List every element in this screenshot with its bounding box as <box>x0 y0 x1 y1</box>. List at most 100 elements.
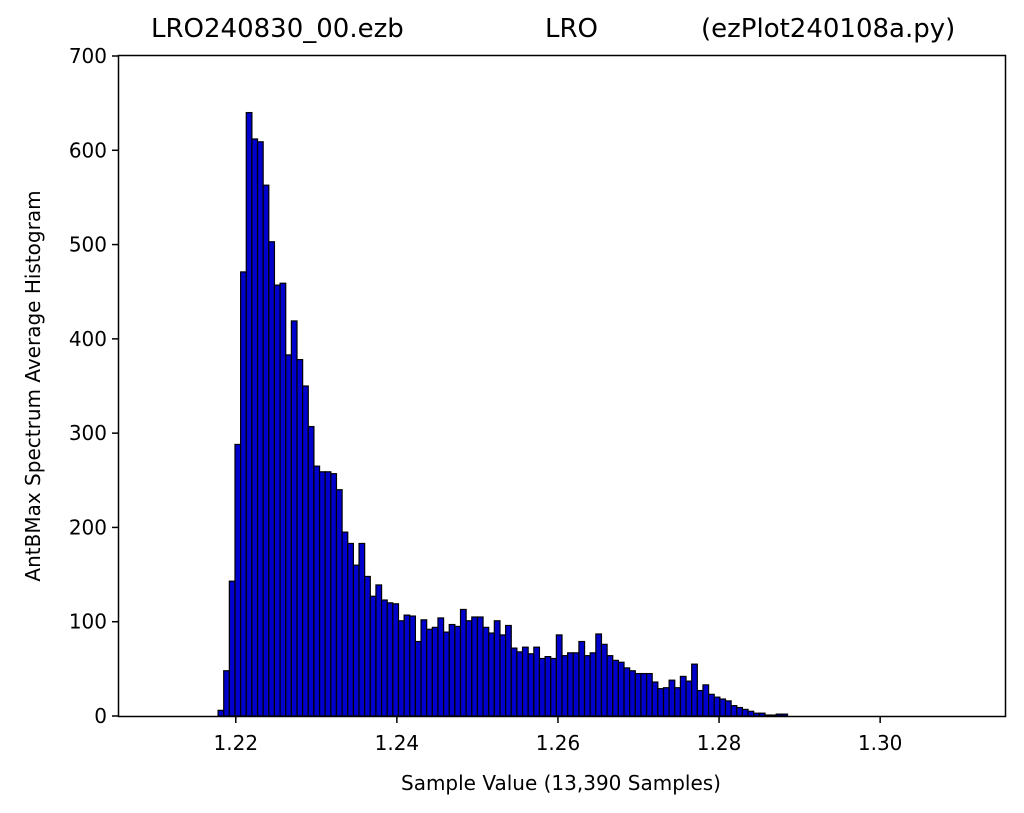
histogram-bar <box>240 271 247 717</box>
y-tick-label: 200 <box>69 515 107 539</box>
histogram-bar <box>341 531 349 717</box>
histogram-bar <box>713 696 721 717</box>
histogram-bar <box>313 465 321 717</box>
histogram-bar <box>736 706 744 717</box>
histogram-bar <box>459 608 467 717</box>
histogram-bar <box>567 652 574 717</box>
histogram-bar <box>245 111 253 717</box>
histogram-bar <box>369 595 377 717</box>
histogram-bar <box>403 614 411 717</box>
x-tick-label: 1.24 <box>375 731 420 755</box>
histogram-bar <box>330 473 338 717</box>
histogram-bar <box>674 687 682 717</box>
histogram-bar <box>465 620 473 717</box>
histogram-bar <box>493 620 501 717</box>
histogram-bar <box>386 602 394 717</box>
histogram-bar <box>600 643 608 717</box>
x-axis-ticks: 1.22 1.24 1.26 1.28 1.30 <box>214 716 903 755</box>
histogram-bar <box>420 619 428 717</box>
histogram-bar <box>741 708 749 717</box>
histogram-bar <box>527 653 535 717</box>
histogram-bar <box>251 138 259 717</box>
histogram-bar <box>696 689 704 717</box>
histogram-bar <box>544 655 552 717</box>
histogram-bar <box>454 625 462 717</box>
histogram-bar <box>561 655 569 717</box>
y-axis-label: AntBMax Spectrum Average Histogram <box>21 190 45 581</box>
histogram-bar <box>285 354 292 717</box>
chart-title-filename: LRO240830_00.ezb <box>151 14 404 44</box>
y-tick-label: 600 <box>69 138 107 162</box>
plot-frame <box>117 54 1007 718</box>
x-tick-label: 1.30 <box>858 731 903 755</box>
histogram-bar <box>617 661 625 717</box>
histogram-bar <box>651 681 659 717</box>
histogram-bar <box>612 659 619 717</box>
histogram-bar <box>279 282 287 717</box>
histogram-bar <box>583 655 591 717</box>
histogram-bar <box>510 647 518 717</box>
histogram-bar <box>437 617 445 717</box>
histogram-bar <box>256 141 264 717</box>
histogram-bar <box>679 675 687 717</box>
y-tick-label: 500 <box>69 233 107 257</box>
histogram-bar <box>516 651 524 717</box>
histogram-bar <box>482 626 490 717</box>
histogram-bar <box>645 672 653 717</box>
histogram-bar <box>307 425 315 717</box>
histogram-bar <box>623 667 631 717</box>
chart-title-script: (ezPlot240108a.py) <box>701 14 956 44</box>
histogram-bar <box>662 687 670 717</box>
chart-title-station: LRO <box>545 14 599 44</box>
histogram-bar <box>364 575 371 717</box>
histogram-bar <box>555 634 563 717</box>
x-tick-label: 1.28 <box>697 731 742 755</box>
histogram-bar <box>324 471 332 717</box>
histogram-bar <box>781 713 789 717</box>
histogram-bar <box>691 663 698 717</box>
histogram-bar <box>347 542 354 717</box>
histogram-bar <box>578 640 586 717</box>
histogram-bar <box>476 616 484 717</box>
x-axis-label: Sample Value (13,390 Samples) <box>401 771 721 795</box>
histogram-bars <box>217 111 789 717</box>
y-tick-label: 700 <box>69 44 107 68</box>
histogram-bar <box>702 684 710 717</box>
histogram-bar <box>397 620 405 717</box>
y-tick-label: 400 <box>69 327 107 351</box>
histogram-bar <box>499 634 507 717</box>
y-tick-label: 300 <box>69 421 107 445</box>
x-tick-label: 1.22 <box>214 731 259 755</box>
histogram-bar <box>426 628 433 717</box>
histogram-bar <box>685 680 693 717</box>
histogram-bar <box>217 709 225 717</box>
histogram-bar <box>234 443 242 717</box>
histogram-bar <box>724 700 732 717</box>
histogram-bar <box>409 615 417 717</box>
histogram-bar <box>634 672 642 717</box>
histogram-bar <box>442 631 450 717</box>
histogram-bar <box>471 616 479 717</box>
histogram-bar <box>589 652 597 717</box>
histogram-bar <box>352 564 360 717</box>
histogram-bar <box>296 359 304 717</box>
histogram-bar <box>223 670 230 717</box>
histogram-bar <box>640 672 648 717</box>
histogram-bar <box>668 679 676 717</box>
histogram-bar <box>505 624 512 717</box>
histogram-bar <box>747 710 755 717</box>
histogram-bar <box>488 632 495 717</box>
histogram-bar <box>758 712 766 717</box>
y-axis-ticks: 0 100 200 300 400 500 600 700 <box>69 44 119 728</box>
histogram-bar <box>302 385 309 717</box>
histogram-bar <box>448 623 456 717</box>
histogram-bar <box>595 633 603 717</box>
histogram-bar <box>753 712 760 717</box>
histogram-bar <box>380 599 388 717</box>
histogram-bar <box>392 603 400 717</box>
histogram-bar <box>268 241 276 717</box>
histogram-bar <box>719 698 727 717</box>
histogram-bar <box>290 320 298 717</box>
histogram-bar <box>521 646 529 717</box>
